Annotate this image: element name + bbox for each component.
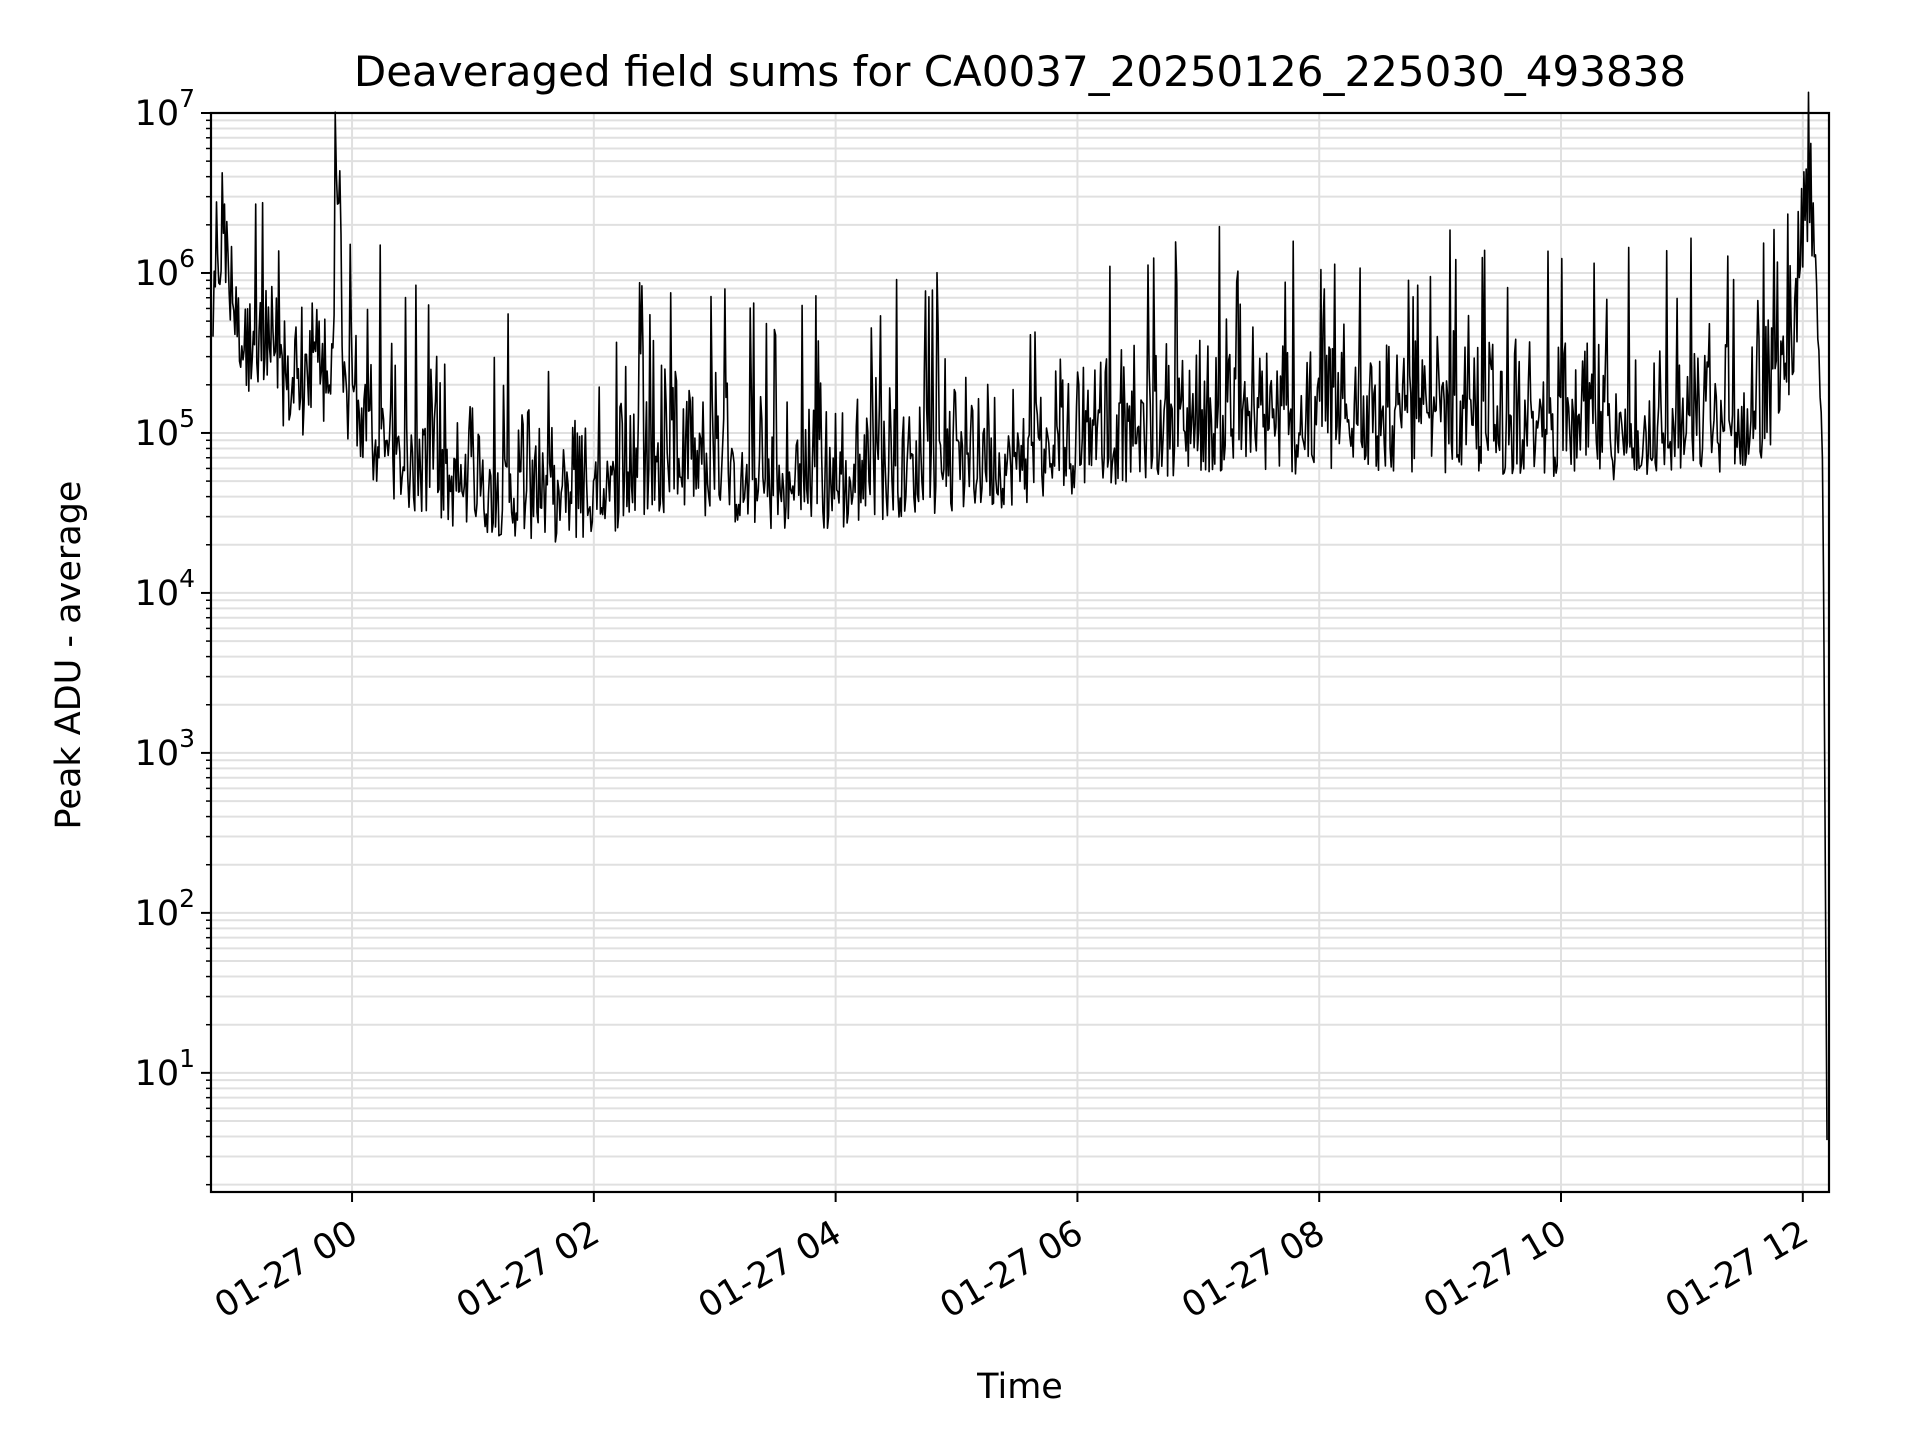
y-tick-label: 105 xyxy=(135,404,195,454)
series-line xyxy=(212,91,1828,1141)
x-axis-label: Time xyxy=(976,1367,1063,1407)
y-axis-label: Peak ADU - average xyxy=(49,481,89,830)
y-tick-label: 106 xyxy=(135,244,195,294)
y-tick-label: 103 xyxy=(135,724,195,774)
y-tick-label: 102 xyxy=(135,884,195,934)
chart-title: Deaveraged field sums for CA0037_2025012… xyxy=(354,47,1686,96)
y-tick-label: 104 xyxy=(135,564,195,614)
y-tick-label: 101 xyxy=(135,1044,195,1094)
y-tick-label: 107 xyxy=(135,84,195,134)
plot-frame xyxy=(209,111,1831,1194)
series-layer xyxy=(212,91,1828,1141)
